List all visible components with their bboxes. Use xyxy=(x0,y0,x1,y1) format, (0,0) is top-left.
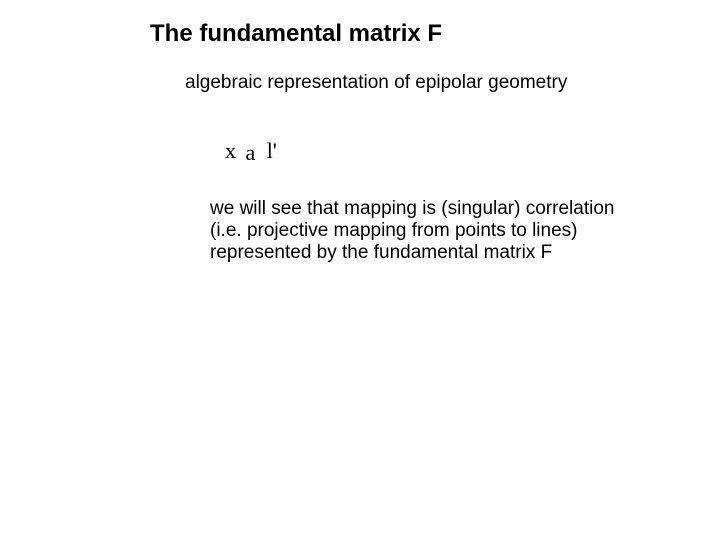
slide-title: The fundamental matrix F xyxy=(150,20,442,48)
formula-x: x xyxy=(225,138,236,163)
slide: The fundamental matrix F algebraic repre… xyxy=(0,0,720,540)
formula-lprime: l' xyxy=(267,138,277,163)
body-text: we will see that mapping is (singular) c… xyxy=(210,198,614,264)
slide-subtitle: algebraic representation of epipolar geo… xyxy=(185,72,567,94)
body-line-1: we will see that mapping is (singular) c… xyxy=(210,198,614,220)
formula: x a l' xyxy=(225,138,277,166)
body-line-2: (i.e. projective mapping from points to … xyxy=(210,220,614,242)
maps-to-icon: a xyxy=(246,140,256,166)
body-line-3: represented by the fundamental matrix F xyxy=(210,242,614,264)
